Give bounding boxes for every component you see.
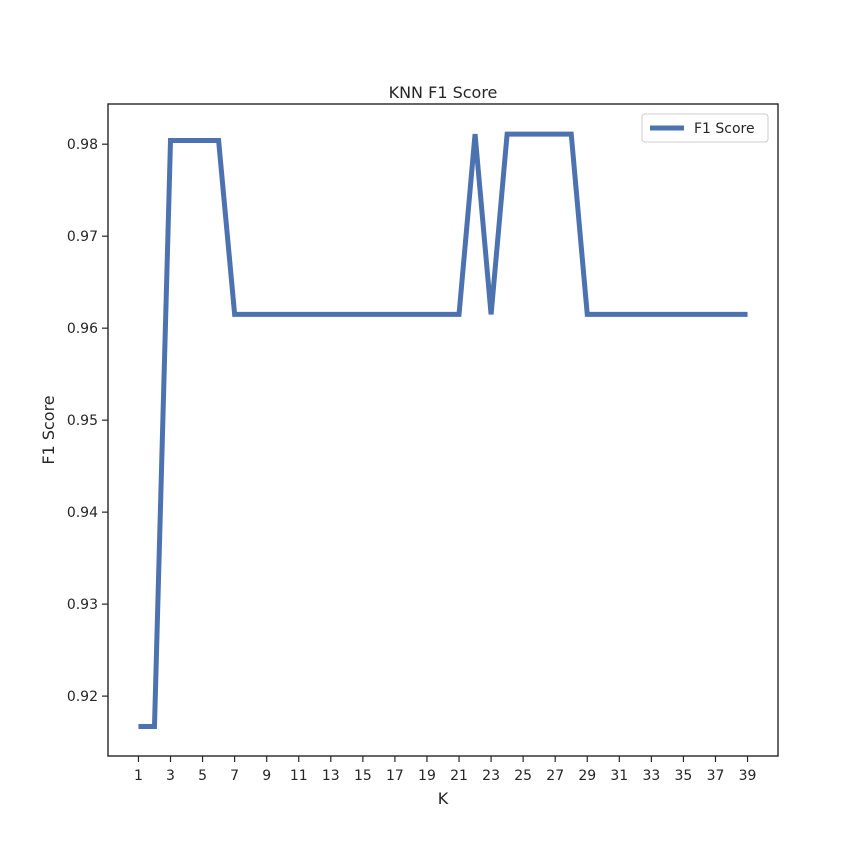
y-tick-label: 0.95 [67, 413, 98, 429]
x-tick-label: 31 [610, 768, 628, 784]
x-tick-label: 39 [739, 768, 757, 784]
x-tick-label: 11 [290, 768, 308, 784]
plot-frame [107, 103, 779, 757]
y-tick-label: 0.96 [67, 321, 98, 337]
x-tick-label: 19 [418, 768, 436, 784]
x-tick-label: 3 [166, 768, 175, 784]
x-axis-label: K [438, 789, 449, 808]
y-tick-label: 0.92 [67, 689, 98, 705]
x-tick-label: 35 [675, 768, 693, 784]
x-tick-label: 15 [354, 768, 372, 784]
x-tick-label: 23 [482, 768, 500, 784]
legend-label: F1 Score [694, 121, 755, 137]
y-tick-label: 0.97 [67, 229, 98, 245]
x-tick-label: 27 [546, 768, 564, 784]
legend: F1 Score [641, 113, 769, 143]
x-tick-label: 7 [230, 768, 239, 784]
x-tick-label: 1 [134, 768, 143, 784]
x-tick-label: 37 [707, 768, 725, 784]
y-axis-label: F1 Score [39, 395, 58, 464]
x-tick-label: 17 [386, 768, 404, 784]
series-group [138, 131, 748, 729]
series-line-f1-score [138, 131, 748, 729]
plot-area [107, 103, 779, 757]
legend-box [641, 113, 769, 143]
y-tick-label: 0.98 [67, 137, 98, 153]
x-tick-label: 33 [642, 768, 660, 784]
x-tick-label: 25 [514, 768, 532, 784]
x-tick-label: 5 [198, 768, 207, 784]
x-tick-label: 13 [322, 768, 340, 784]
y-tick-label: 0.93 [67, 597, 98, 613]
y-axis: 0.92 0.93 0.94 0.95 0.96 0.97 0.98 [67, 137, 108, 705]
chart-title: KNN F1 Score [389, 83, 498, 102]
x-tick-label: 21 [450, 768, 468, 784]
x-tick-label: 9 [262, 768, 271, 784]
x-axis: 1 3 5 7 9 11 13 15 17 19 21 23 25 27 29 31 33 35 37 39 [134, 756, 756, 784]
x-tick-label: 29 [578, 768, 596, 784]
y-tick-label: 0.94 [67, 505, 98, 521]
